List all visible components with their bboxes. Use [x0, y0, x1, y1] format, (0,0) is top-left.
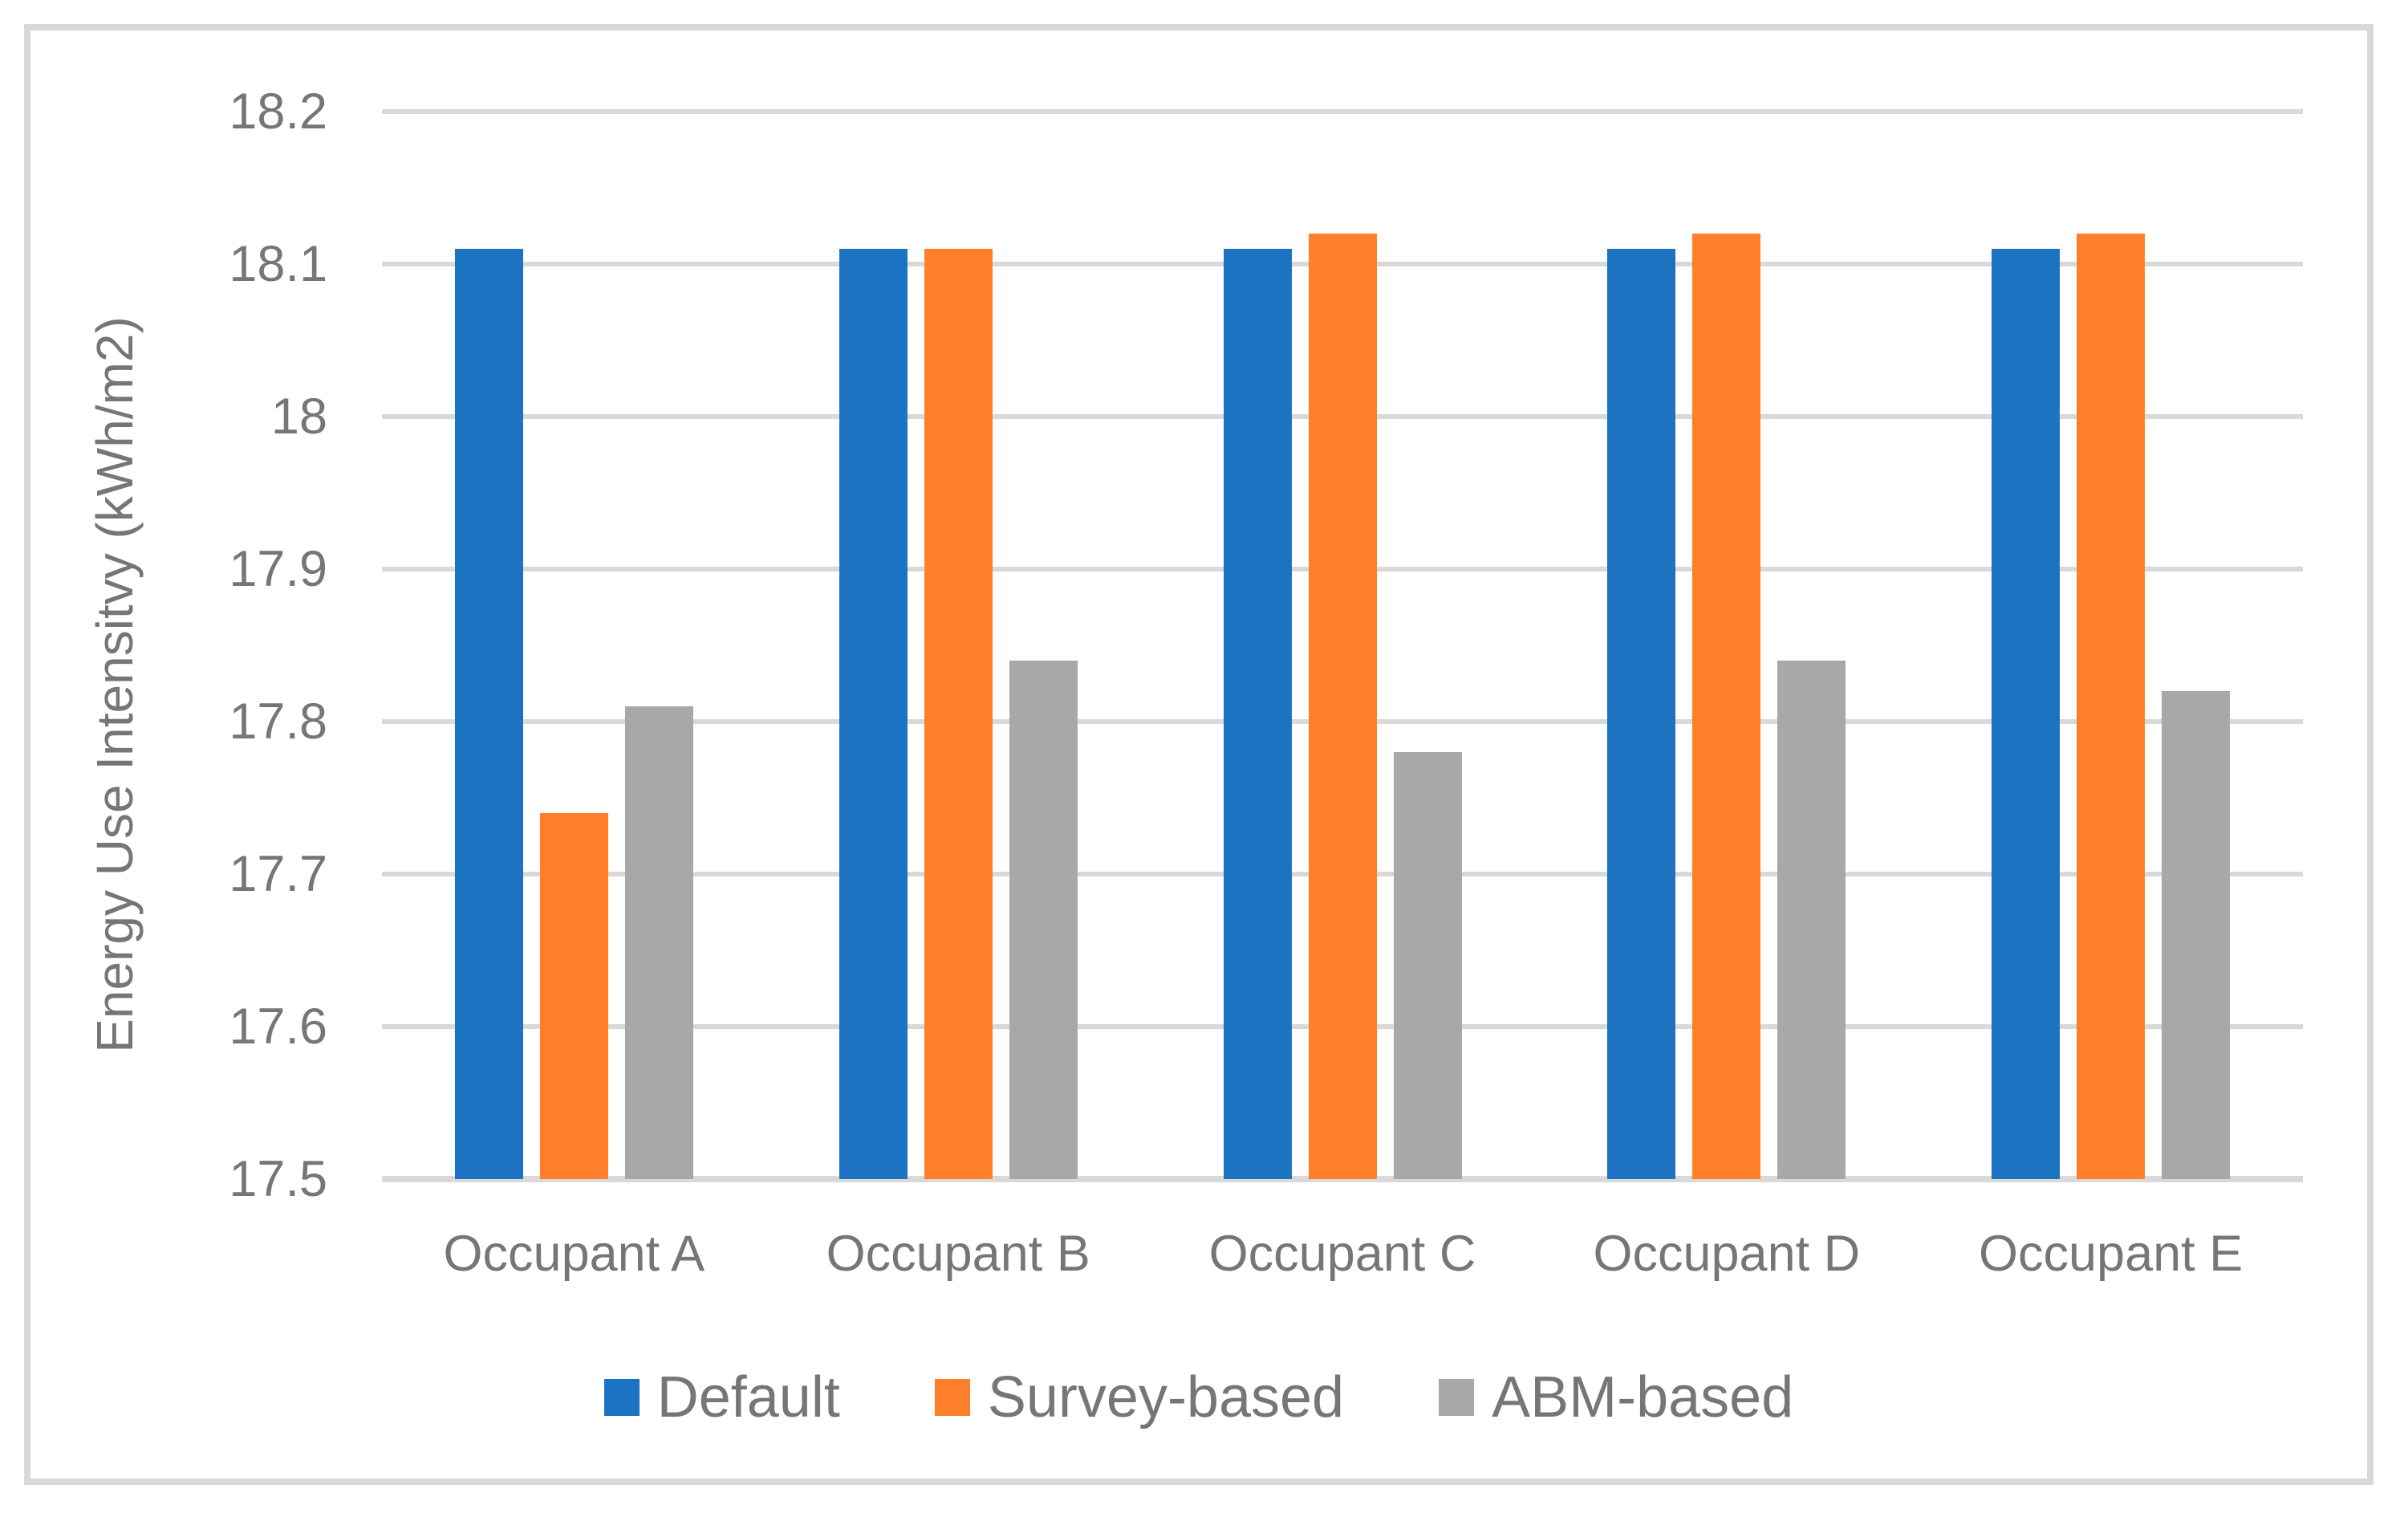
bar-survey-based-occupant-b — [924, 249, 993, 1179]
legend-label-survey-based: Survey-based — [987, 1365, 1345, 1430]
legend-item-default: Default — [603, 1365, 840, 1430]
bar-survey-based-occupant-e — [2077, 234, 2146, 1179]
legend-item-abm-based: ABM-based — [1439, 1365, 1793, 1430]
bar-abm-based-occupant-a — [625, 706, 693, 1179]
bar-default-occupant-c — [1223, 249, 1292, 1179]
chart-frame: Energy Use Intensitvy (kWh/m2) 18.2 18.1 1… — [24, 24, 2373, 1485]
y-tick-label-18-2: 18.2 — [229, 83, 327, 140]
bar-survey-based-occupant-c — [1308, 234, 1377, 1179]
x-category-label-occupant-c: Occupant C — [1208, 1226, 1476, 1282]
x-category-label-occupant-b: Occupant B — [826, 1226, 1090, 1282]
gridline-18.2 — [382, 109, 2303, 114]
x-category-label-occupant-a: Occupant A — [443, 1226, 705, 1282]
bar-default-occupant-a — [455, 249, 523, 1179]
legend-label-default: Default — [656, 1365, 840, 1430]
bar-default-occupant-d — [1607, 249, 1676, 1179]
bar-abm-based-occupant-e — [2162, 691, 2231, 1179]
legend-swatch-abm-based — [1439, 1379, 1475, 1416]
legend-swatch-default — [603, 1379, 640, 1416]
bar-survey-based-occupant-d — [1692, 234, 1761, 1179]
y-tick-label-17-5: 17.5 — [229, 1151, 327, 1207]
y-tick-label-17-8: 17.8 — [229, 693, 327, 750]
y-tick-label-17-9: 17.9 — [229, 541, 327, 597]
legend-label-abm-based: ABM-based — [1492, 1365, 1794, 1430]
legend: Default Survey-based ABM-based — [30, 1365, 2367, 1430]
x-category-label-occupant-e: Occupant E — [1978, 1226, 2244, 1282]
bar-default-occupant-e — [1992, 249, 2061, 1179]
bar-survey-based-occupant-a — [540, 813, 608, 1179]
bar-abm-based-occupant-d — [1777, 661, 1846, 1179]
y-tick-label-17-6: 17.6 — [229, 998, 327, 1055]
bar-abm-based-occupant-b — [1009, 661, 1078, 1179]
legend-swatch-survey-based — [934, 1379, 970, 1416]
legend-item-survey-based: Survey-based — [934, 1365, 1345, 1430]
x-category-label-occupant-d: Occupant D — [1593, 1226, 1861, 1282]
x-axis-line — [382, 1176, 2303, 1182]
y-tick-label-18-1: 18.1 — [229, 236, 327, 292]
bar-default-occupant-b — [839, 249, 908, 1179]
y-tick-label-18: 18 — [270, 388, 327, 445]
y-tick-label-17-7: 17.7 — [229, 846, 327, 902]
bar-abm-based-occupant-c — [1393, 752, 1462, 1179]
